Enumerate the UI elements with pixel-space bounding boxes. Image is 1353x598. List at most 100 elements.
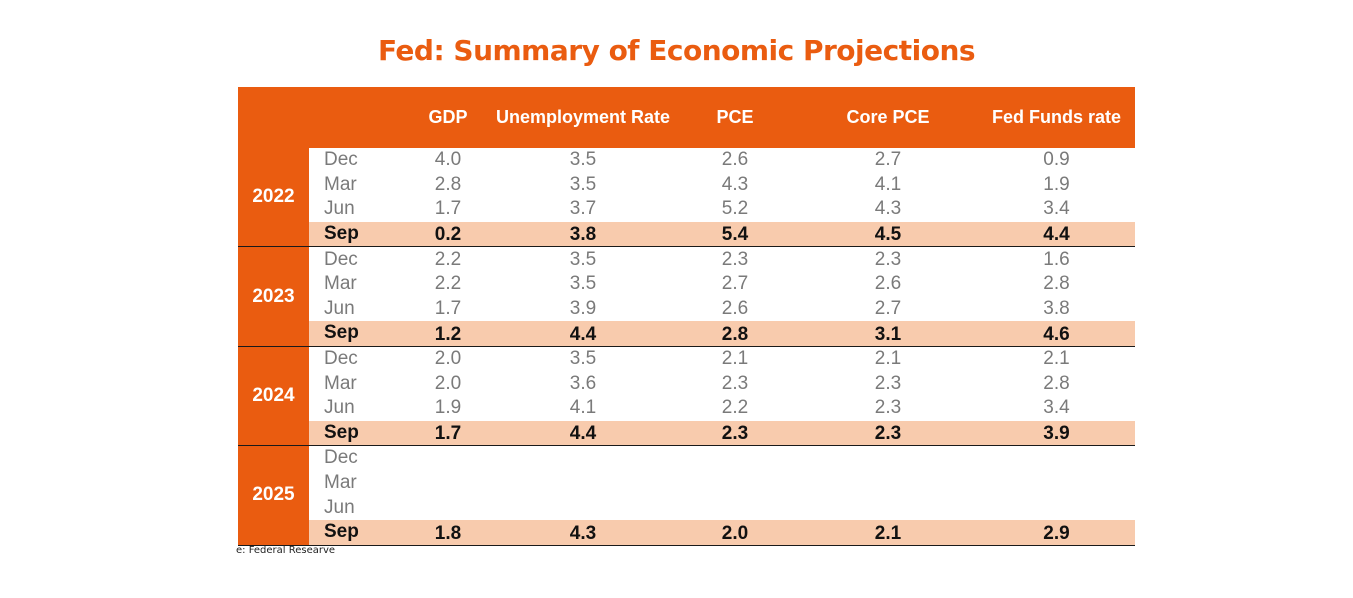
pce-cell: 2.7: [721, 273, 749, 295]
header-gdp: GDP: [402, 87, 494, 148]
core-pce-cell: [798, 495, 978, 520]
core-pce-cell: 2.6: [874, 273, 902, 295]
core-pce-cell: 2.1: [874, 348, 902, 370]
gdp-cell: 2.2: [434, 273, 462, 295]
table-row: Sep 1.8 4.3 2.0 2.1 2.9: [238, 519, 1135, 546]
fed-funds-cell: 4.4: [978, 221, 1135, 248]
gdp-cell: 1.7: [402, 420, 494, 447]
header-year-blank: [238, 87, 309, 148]
fed-funds-cell: 2.8: [1043, 372, 1070, 394]
fed-funds-cell: 3.4: [1043, 397, 1070, 419]
gdp-cell: 4.0: [434, 149, 462, 171]
pce-cell: 2.3: [721, 372, 749, 394]
gdp-cell: 0.2: [402, 221, 494, 248]
unemployment-cell: 4.1: [569, 397, 597, 419]
fed-funds-cell: [978, 495, 1135, 520]
fed-funds-cell: 3.9: [978, 420, 1135, 447]
unemployment-cell: 4.4: [494, 321, 672, 347]
fed-funds-cell: 0.9: [1043, 149, 1070, 171]
unemployment-cell: 3.9: [569, 297, 597, 319]
gdp-cell: 2.2: [434, 248, 462, 270]
month-cell: Mar: [324, 472, 357, 494]
pce-cell: 2.1: [721, 348, 749, 370]
month-cell: Mar: [324, 372, 357, 394]
table-row: Jun 1.9 4.1 2.2 2.3 3.4: [238, 396, 1135, 421]
pce-cell: 2.8: [672, 321, 798, 347]
pce-cell: 2.3: [672, 420, 798, 447]
month-cell: Sep: [309, 519, 402, 546]
header-month-blank: [309, 87, 402, 148]
gdp-cell: 1.2: [402, 321, 494, 347]
core-pce-cell: 3.1: [798, 321, 978, 347]
fed-funds-cell: 1.6: [1043, 248, 1070, 270]
gdp-cell: 1.7: [434, 297, 462, 319]
unemployment-cell: 3.5: [569, 348, 597, 370]
year-cell: 2023: [238, 246, 309, 347]
core-pce-cell: 4.1: [874, 173, 902, 195]
month-cell: Mar: [324, 273, 357, 295]
fed-funds-cell: 3.8: [1043, 297, 1070, 319]
month-cell: Jun: [324, 496, 355, 518]
core-pce-cell: 4.3: [874, 198, 902, 220]
pce-cell: 5.2: [721, 198, 749, 220]
projections-table: GDP Unemployment Rate PCE Core PCE Fed F…: [238, 87, 1135, 546]
core-pce-cell: 2.3: [874, 372, 902, 394]
unemployment-cell: [494, 446, 672, 471]
month-cell: Sep: [309, 221, 402, 248]
unemployment-cell: [494, 495, 672, 520]
core-pce-cell: 4.5: [798, 221, 978, 248]
pce-cell: [672, 495, 798, 520]
table-row: Jun 1.7 3.9 2.6 2.7 3.8: [238, 297, 1135, 322]
core-pce-cell: 2.7: [874, 149, 902, 171]
table-row: Sep 0.2 3.8 5.4 4.5 4.4: [238, 221, 1135, 248]
unemployment-cell: 4.4: [494, 420, 672, 447]
core-pce-cell: 2.3: [874, 397, 902, 419]
table-body: 2022 Dec 4.0 3.5 2.6 2.7 0.9 Mar 2.8 3.5 4.3 4.1 1.9…: [238, 148, 1135, 546]
pce-cell: 4.3: [721, 173, 749, 195]
fed-funds-cell: [978, 446, 1135, 471]
unemployment-cell: 3.5: [569, 273, 597, 295]
fed-funds-cell: 1.9: [1043, 173, 1070, 195]
pce-cell: [672, 446, 798, 471]
table-header: GDP Unemployment Rate PCE Core PCE Fed F…: [238, 87, 1135, 148]
table-row: Jun 1.7 3.7 5.2 4.3 3.4: [238, 197, 1135, 222]
header-row: GDP Unemployment Rate PCE Core PCE Fed F…: [238, 87, 1135, 148]
core-pce-cell: [798, 471, 978, 496]
gdp-cell: 2.0: [434, 348, 462, 370]
core-pce-cell: 2.1: [798, 519, 978, 546]
fed-funds-cell: 2.9: [978, 519, 1135, 546]
pce-cell: 2.6: [721, 149, 749, 171]
unemployment-cell: 4.3: [494, 519, 672, 546]
gdp-cell: [402, 446, 494, 471]
month-cell: Dec: [324, 248, 358, 270]
table-row: Sep 1.2 4.4 2.8 3.1 4.6: [238, 321, 1135, 347]
unemployment-cell: 3.6: [569, 372, 597, 394]
table-row: 2022 Dec 4.0 3.5 2.6 2.7 0.9: [238, 148, 1135, 248]
table-row: 2025 Dec: [238, 445, 1135, 546]
month-cell: Sep: [309, 321, 402, 347]
table-row: Mar 2.8 3.5 4.3 4.1 1.9: [238, 173, 1135, 198]
source-note: e: Federal Researve: [236, 545, 336, 556]
table-row: Mar 2.0 3.6 2.3 2.3 2.8: [238, 371, 1135, 396]
core-pce-cell: 2.7: [874, 297, 902, 319]
pce-cell: 2.6: [721, 297, 749, 319]
header-fed-funds: Fed Funds rate: [978, 87, 1135, 148]
table-row: Jun: [238, 495, 1135, 520]
core-pce-cell: 2.3: [874, 248, 902, 270]
gdp-cell: 2.8: [434, 173, 462, 195]
table-row: 2024 Dec 2.0 3.5 2.1 2.1 2.1: [238, 346, 1135, 447]
fed-funds-cell: 3.4: [1043, 198, 1070, 220]
unemployment-cell: 3.8: [494, 221, 672, 248]
page-title: Fed: Summary of Economic Projections: [377, 34, 976, 67]
fed-funds-cell: [978, 471, 1135, 496]
table-row: Mar 2.2 3.5 2.7 2.6 2.8: [238, 272, 1135, 297]
projections-table-container: GDP Unemployment Rate PCE Core PCE Fed F…: [238, 87, 1135, 546]
header-unemployment: Unemployment Rate: [494, 87, 672, 148]
month-cell: Jun: [324, 297, 355, 319]
unemployment-cell: [494, 471, 672, 496]
pce-cell: 2.2: [721, 397, 749, 419]
fed-funds-cell: 2.1: [1043, 348, 1070, 370]
gdp-cell: 2.0: [434, 372, 462, 394]
year-cell: 2024: [238, 346, 309, 447]
month-cell: Sep: [309, 420, 402, 447]
